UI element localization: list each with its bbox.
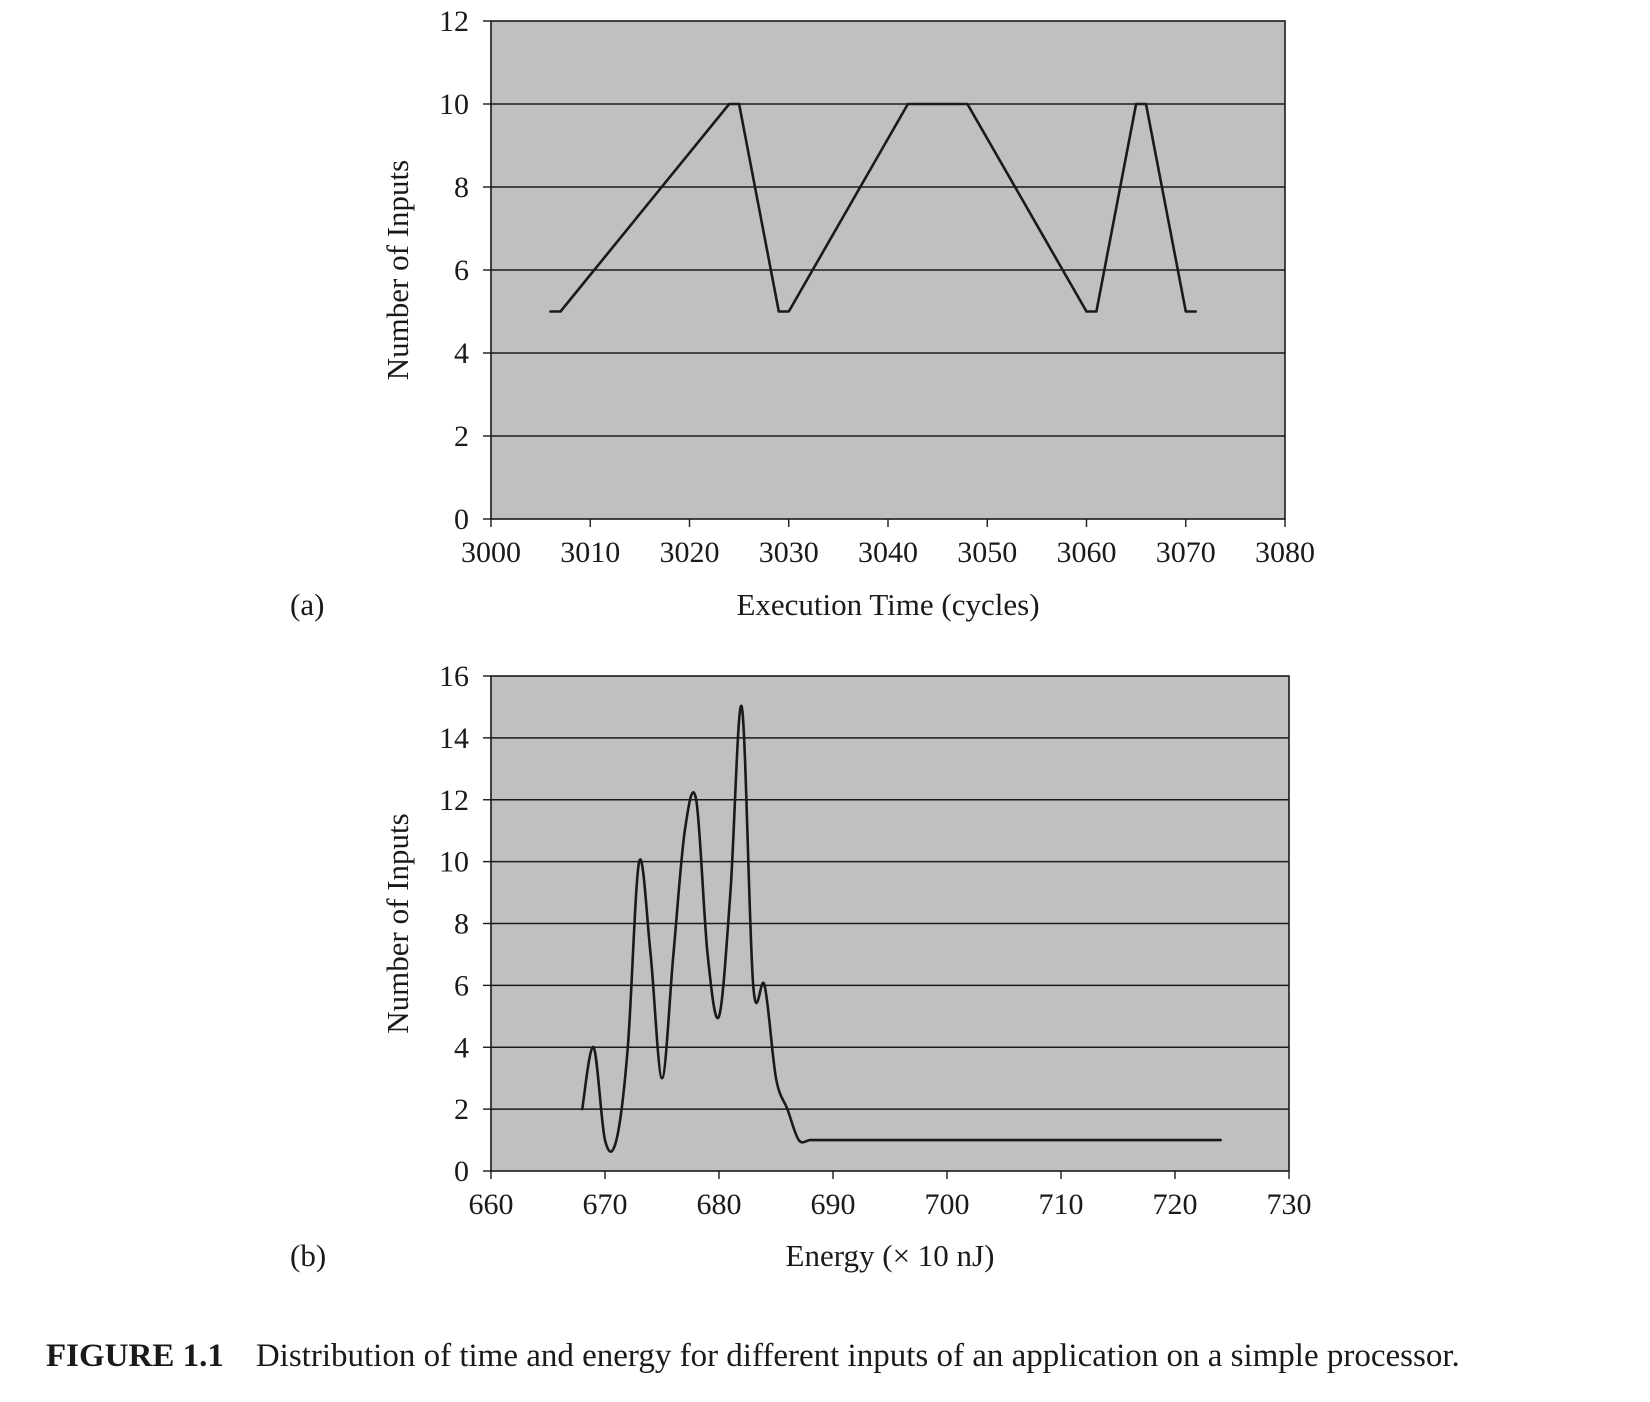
y-tick-label: 6	[454, 969, 469, 1002]
series-line	[549, 102, 1197, 313]
panel-label: (a)	[290, 587, 324, 622]
chart-b: 0 2 4 6 8 10 12 14 16 660 670 680 690 700 710 720 730 Ene…	[290, 660, 1312, 1273]
x-tick-label: 700	[925, 1188, 970, 1221]
y-tick-label: 16	[439, 660, 469, 693]
figure-caption-label: FIGURE 1.1	[46, 1338, 224, 1374]
x-tick-label: 3080	[1255, 536, 1315, 569]
x-tick-label: 720	[1153, 1188, 1198, 1221]
x-tick-label: 680	[697, 1188, 742, 1221]
y-tick-label: 6	[454, 254, 469, 287]
x-tick-label: 3030	[759, 536, 819, 569]
y-tick-label: 10	[439, 88, 469, 121]
y-tick-label: 0	[454, 1155, 469, 1188]
x-tick-label: 3010	[560, 536, 620, 569]
y-tick-label: 0	[454, 503, 469, 536]
x-tick-label: 690	[811, 1188, 856, 1221]
x-tick-label: 3020	[660, 536, 720, 569]
x-tick-label: 730	[1267, 1188, 1312, 1221]
x-axis-label: Execution Time (cycles)	[736, 587, 1039, 622]
x-tick-label: 3070	[1156, 536, 1216, 569]
y-tick-label: 2	[454, 1093, 469, 1126]
series-line	[580, 704, 1222, 1153]
y-tick-label: 8	[454, 908, 469, 941]
y-tick-label: 10	[439, 846, 469, 879]
y-axis-label: Number of Inputs	[380, 813, 415, 1033]
x-tick-label: 3060	[1057, 536, 1117, 569]
y-tick-label: 4	[454, 337, 469, 370]
y-tick-label: 12	[439, 5, 469, 38]
x-tick-label: 710	[1039, 1188, 1084, 1221]
x-tick-label: 670	[583, 1188, 628, 1221]
panel-label: (b)	[290, 1238, 326, 1273]
x-tick-label: 660	[469, 1188, 514, 1221]
figure-caption-text: Distribution of time and energy for diff…	[255, 1338, 1460, 1374]
chart-a: 0 2 4 6 8 10 12 3000 3010 3020 3030 3040 3050 3060 307…	[290, 5, 1315, 622]
y-tick-label: 4	[454, 1031, 469, 1064]
y-tick-label: 2	[454, 420, 469, 453]
x-tick-label: 3040	[858, 536, 918, 569]
y-tick-label: 8	[454, 171, 469, 204]
y-axis-label: Number of Inputs	[380, 160, 415, 380]
y-tick-label: 12	[439, 784, 469, 817]
x-tick-label: 3050	[957, 536, 1017, 569]
x-tick-label: 3000	[461, 536, 521, 569]
x-axis-label: Energy (× 10 nJ)	[786, 1238, 995, 1273]
figure-caption: FIGURE 1.1 Distribution of time and energ…	[46, 1338, 1460, 1375]
y-tick-label: 14	[439, 722, 469, 755]
